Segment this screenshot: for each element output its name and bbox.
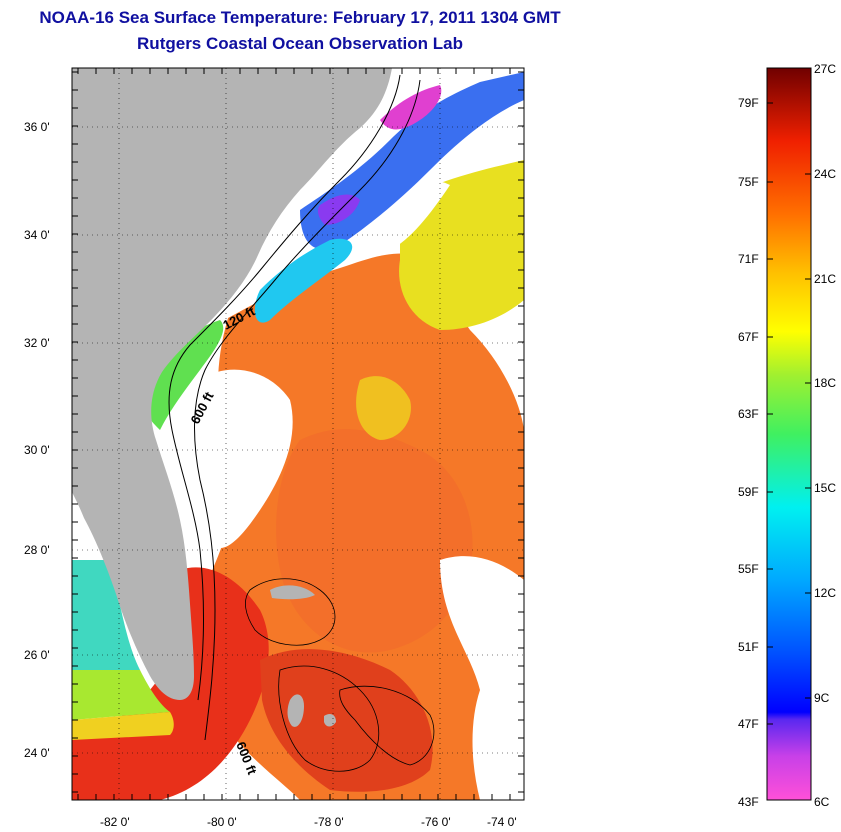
lon-tick-label: -80 0': [207, 815, 237, 829]
colorbar-f-label: 75F: [738, 175, 759, 189]
colorbar-c-label: 24C: [814, 167, 836, 181]
lat-tick-label: 28 0': [24, 543, 50, 557]
colorbar-f-label: 79F: [738, 96, 759, 110]
colorbar-c-label: 27C: [814, 62, 836, 76]
colorbar-c-label: 9C: [814, 691, 830, 705]
lat-tick-label: 32 0': [24, 336, 50, 350]
bathymetry-contour: [245, 578, 336, 646]
colorbar-c-label: 12C: [814, 586, 836, 600]
map-ticks: [72, 68, 524, 800]
lon-tick-label: -74 0': [487, 815, 517, 829]
colorbar-f-label: 63F: [738, 407, 759, 421]
bathymetry-contour: [278, 665, 380, 772]
colorbar-f-label: 47F: [738, 717, 759, 731]
map-subtitle: Rutgers Coastal Ocean Observation Lab: [137, 34, 463, 53]
colorbar-f-label: 51F: [738, 640, 759, 654]
lat-tick-label: 24 0': [24, 746, 50, 760]
sst-gulf-yellow: [72, 712, 174, 740]
sst-hot-bahamas: [260, 649, 433, 792]
colorbar-c-label: 18C: [814, 376, 836, 390]
colorbar-f-label: 59F: [738, 485, 759, 499]
map-grid: [72, 68, 524, 800]
lon-tick-label: -78 0': [314, 815, 344, 829]
colorbar-f-label: 55F: [738, 562, 759, 576]
lon-tick-label: -76 0': [421, 815, 451, 829]
isobath-600ft-line: [194, 79, 421, 741]
sst-gulf-cyan: [72, 560, 140, 670]
colorbar-ticks: [767, 102, 811, 725]
sst-cyan-shelf: [254, 238, 353, 323]
colorbar-f-label: 71F: [738, 252, 759, 266]
map-title: NOAA-16 Sea Surface Temperature: Februar…: [39, 8, 561, 27]
sst-warm-patch: [276, 429, 473, 653]
colorbar-f-label: 67F: [738, 330, 759, 344]
cloud-gap: [194, 369, 293, 549]
map-frame: [71, 67, 525, 801]
sst-gulf-green: [72, 670, 170, 720]
sst-magenta-shelf: [380, 85, 442, 130]
cloud-gap: [440, 556, 524, 800]
colorbar: [766, 67, 812, 801]
land-bahamas: [270, 585, 315, 600]
lat-tick-label: 36 0': [24, 120, 50, 134]
bathymetry-contour: [339, 685, 435, 766]
colorbar-f-label: 43F: [738, 795, 759, 809]
isobath-120ft-line: [168, 74, 401, 701]
land-bahamas: [287, 694, 304, 727]
lat-tick-label: 30 0': [24, 443, 50, 457]
lat-tick-label: 34 0': [24, 228, 50, 242]
land-us-coast: [72, 68, 392, 700]
sst-yellow-patch: [356, 376, 411, 440]
lat-tick-label: 26 0': [24, 648, 50, 662]
sst-violet-shelf: [317, 194, 360, 225]
colorbar-c-label: 15C: [814, 481, 836, 495]
lon-tick-label: -82 0': [100, 815, 130, 829]
colorbar-c-label: 6C: [814, 795, 830, 809]
sst-green-shelf: [139, 320, 224, 430]
colorbar-c-label: 21C: [814, 272, 836, 286]
